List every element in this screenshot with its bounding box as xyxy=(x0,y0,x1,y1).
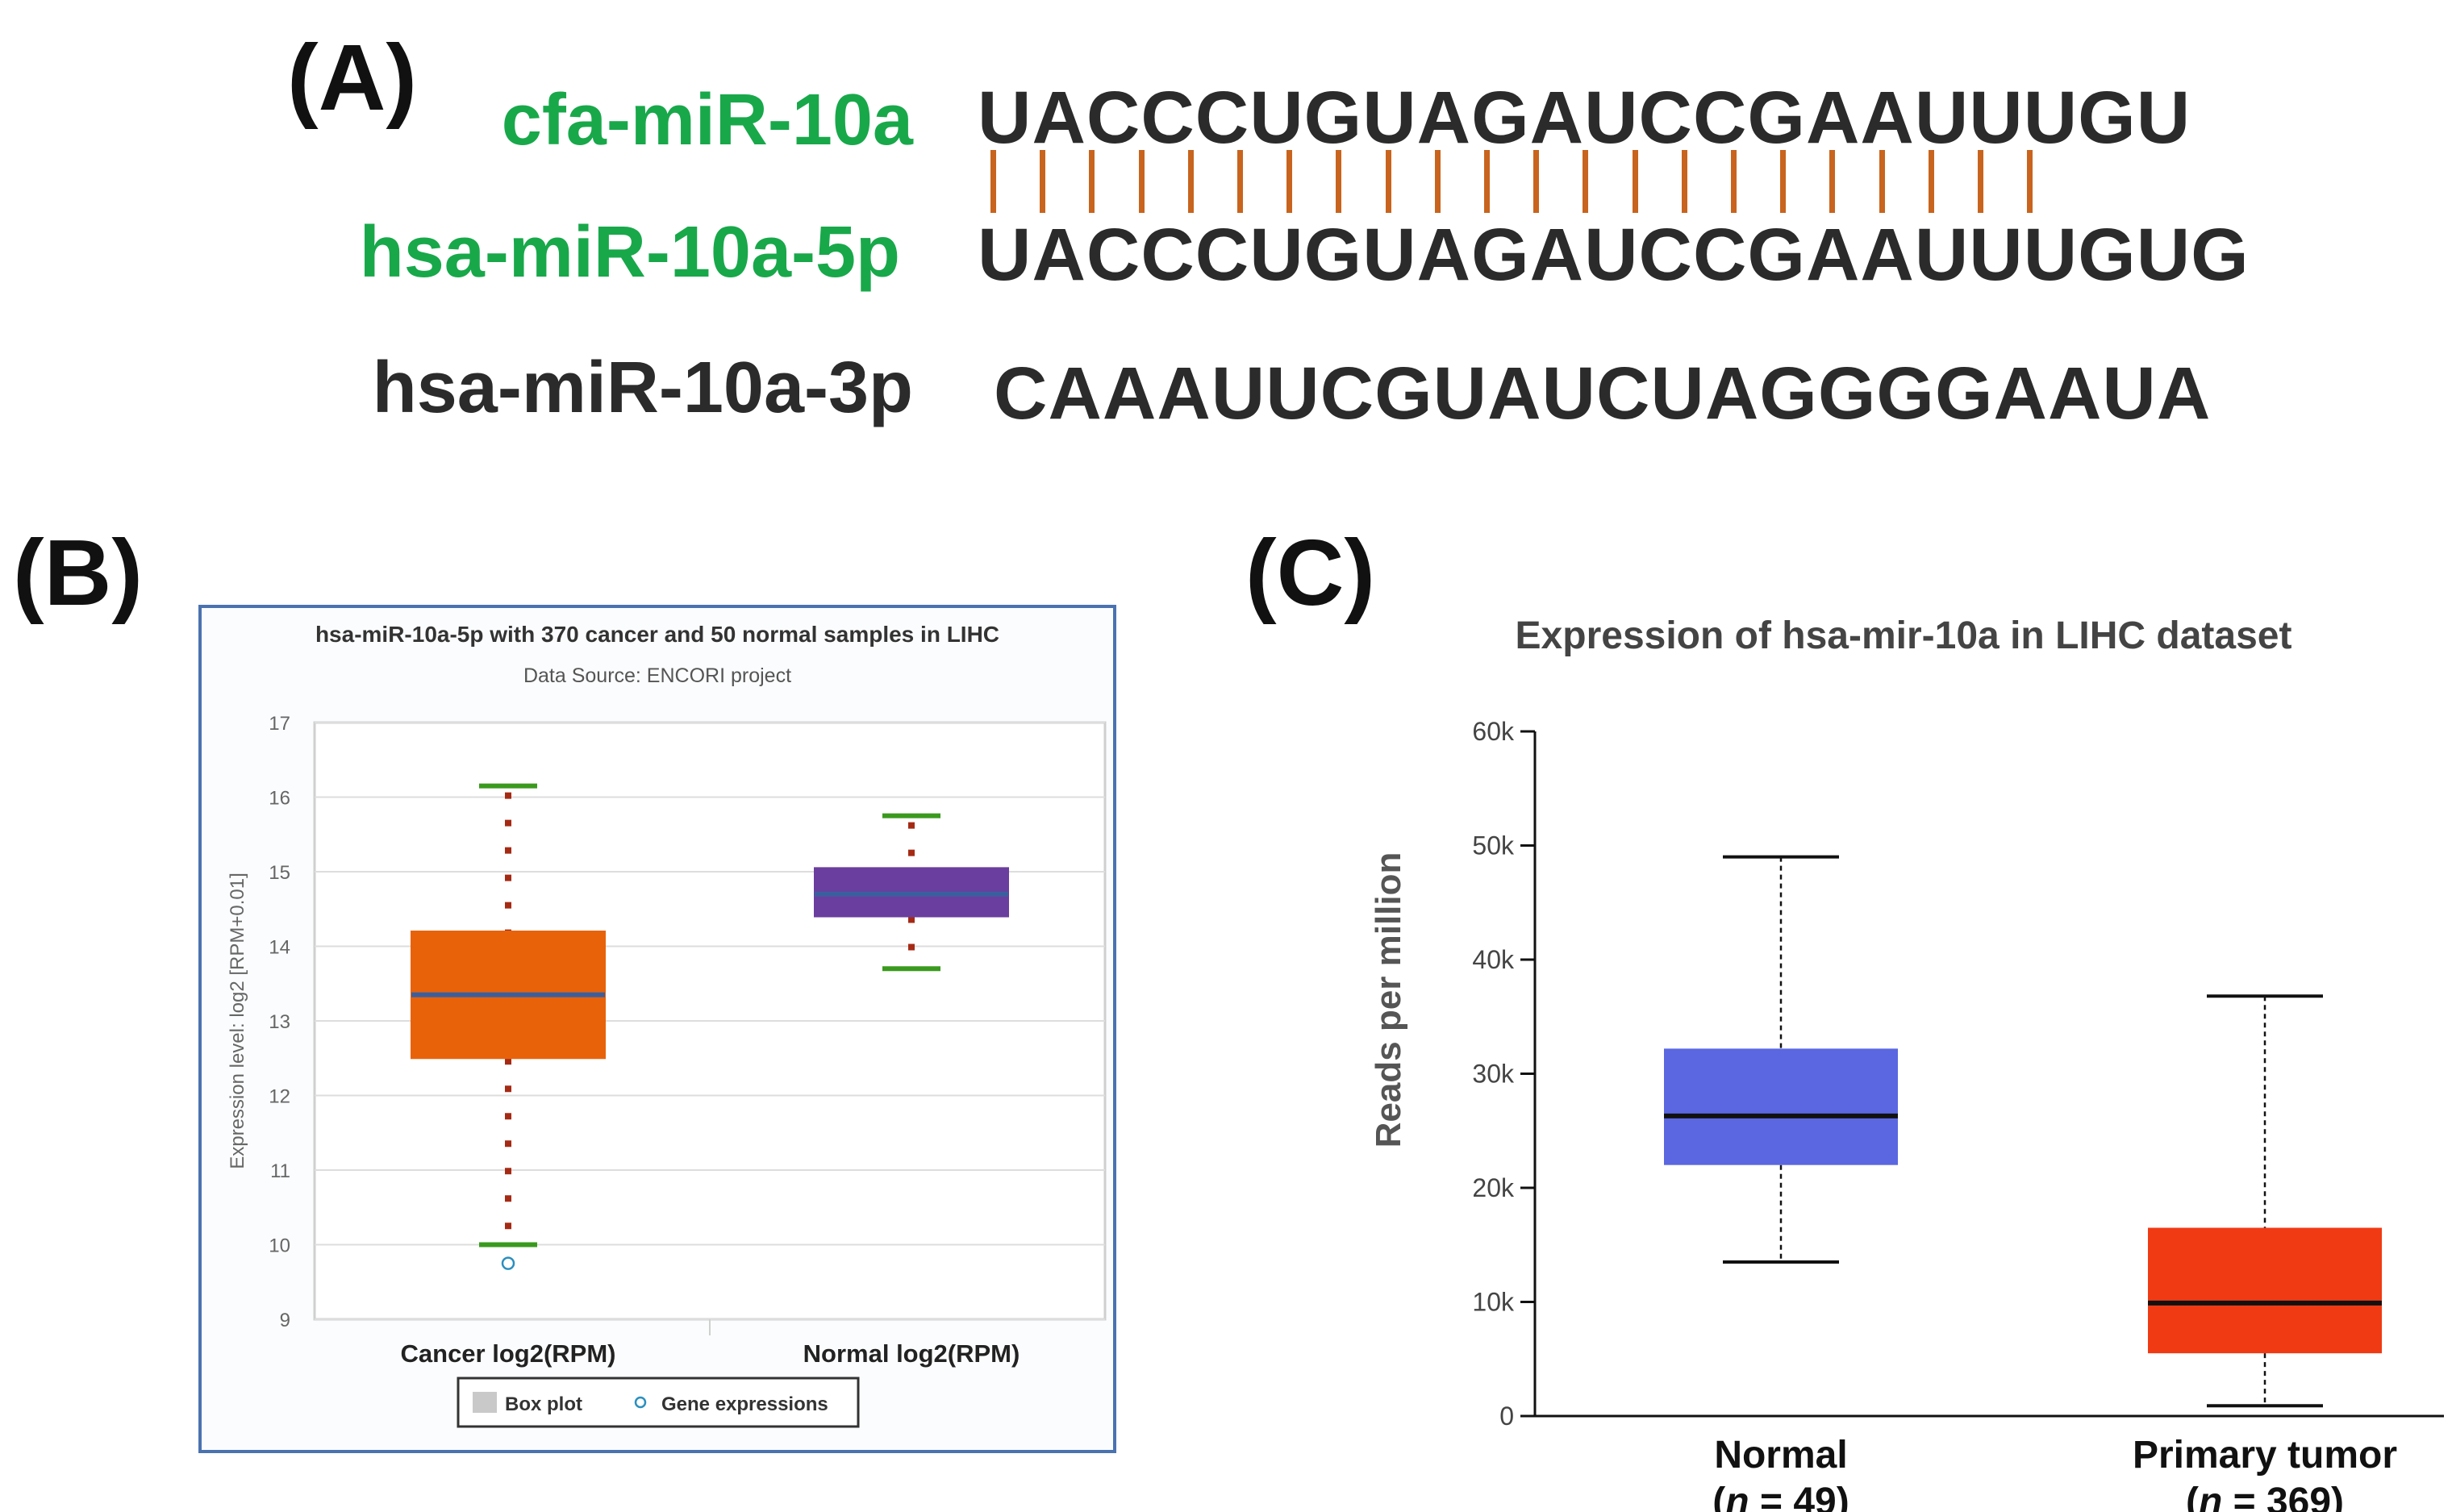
y-tick-label: 14 xyxy=(269,937,290,959)
outlier-point xyxy=(501,1256,515,1270)
base-pair-line xyxy=(1829,150,1836,213)
panel-c-box-plot: Expression of hsa-mir-10a in LIHC datase… xyxy=(1369,614,2444,1512)
seq-hsa-mir-10a-5p: UACCCUGUAGAUCCGAAUUUGUG xyxy=(978,214,2250,296)
base-pair-line xyxy=(1138,150,1145,213)
chart-b-subtitle: Data Source: ENCORI project xyxy=(523,664,791,687)
box xyxy=(2148,1227,2382,1354)
x-category-label: Primary tumor xyxy=(2133,1434,2397,1477)
x-category-label: Cancer log2(RPM) xyxy=(401,1339,616,1368)
panel-c-label: (C) xyxy=(1245,520,1376,625)
x-category-sample-size: (n = 49) xyxy=(1712,1481,1849,1512)
legend-box-plot: Box plot xyxy=(505,1393,582,1415)
seq-cfa-mir-10a: UACCCUGUAGAUCCGAAUUUGU xyxy=(978,77,2191,159)
box xyxy=(1664,1048,1898,1165)
y-tick-label: 12 xyxy=(269,1086,290,1108)
base-pair-line xyxy=(1533,150,1540,213)
base-pair-line xyxy=(1187,150,1194,213)
panel-b-label: (B) xyxy=(13,520,144,625)
y-tick-label: 9 xyxy=(280,1310,290,1331)
y-tick-label: 50k xyxy=(1472,831,1515,860)
base-pair-line xyxy=(1089,150,1095,213)
y-tick-label: 40k xyxy=(1472,945,1515,974)
seq-hsa-mir-10a-3p: CAAAUUCGUAUCUAGGGGAAUA xyxy=(994,352,2212,435)
x-category-label: Normal xyxy=(1714,1434,1847,1477)
y-tick-label: 60k xyxy=(1472,717,1515,746)
base-pair-line xyxy=(1583,150,1589,213)
chart-c-ylabel: Reads per million xyxy=(1369,852,1408,1148)
base-pair-line xyxy=(2027,150,2033,213)
y-tick-label: 17 xyxy=(269,713,290,735)
base-pair-line xyxy=(1632,150,1638,213)
base-pair-line xyxy=(1237,150,1243,213)
x-category-label: Normal log2(RPM) xyxy=(803,1339,1020,1368)
panel-b-box-plot: hsa-miR-10a-5p with 370 cancer and 50 no… xyxy=(227,622,1107,1428)
base-pair-line xyxy=(1286,150,1293,213)
base-pair-line xyxy=(1434,150,1441,213)
seq-name-hsa-mir-10a-5p: hsa-miR-10a-5p xyxy=(359,212,900,293)
base-pair-line xyxy=(990,150,996,213)
y-tick-label: 10 xyxy=(269,1235,290,1257)
y-tick-label: 13 xyxy=(269,1011,290,1033)
seq-name-hsa-mir-10a-3p: hsa-miR-10a-3p xyxy=(372,348,913,428)
base-pair-line xyxy=(1780,150,1787,213)
base-pair-line xyxy=(1928,150,1934,213)
base-pair-line xyxy=(1385,150,1391,213)
y-tick-label: 30k xyxy=(1472,1060,1515,1089)
base-pair-line xyxy=(1336,150,1342,213)
legend-gene-expressions: Gene expressions xyxy=(661,1393,828,1415)
y-tick-label: 10k xyxy=(1472,1288,1515,1317)
seq-name-cfa-mir-10a: cfa-miR-10a xyxy=(501,80,913,160)
panel-b-chart-frame: hsa-miR-10a-5p with 370 cancer and 50 no… xyxy=(198,605,1116,1453)
legend-gene-expressions-marker xyxy=(634,1396,647,1409)
y-tick-label: 16 xyxy=(269,788,290,810)
base-pair-line xyxy=(1681,150,1687,213)
chart-c-title: Expression of hsa-mir-10a in LIHC datase… xyxy=(1516,614,2292,657)
y-tick-label: 11 xyxy=(270,1160,290,1182)
chart-b-ylabel: Expression level: log2 [RPM+0.01] xyxy=(227,873,248,1169)
base-pair-line xyxy=(1731,150,1737,213)
base-pair-line xyxy=(1040,150,1046,213)
base-pair-line xyxy=(1879,150,1885,213)
chart-b-title: hsa-miR-10a-5p with 370 cancer and 50 no… xyxy=(315,622,999,647)
chart-b-legend: Box plot Gene expressions xyxy=(457,1377,860,1428)
x-category-sample-size: (n = 369) xyxy=(2186,1481,2344,1512)
y-tick-label: 0 xyxy=(1499,1402,1514,1431)
base-pair-line xyxy=(1484,150,1490,213)
base-pair-line xyxy=(1978,150,1983,213)
y-tick-label: 20k xyxy=(1472,1173,1515,1202)
panel-a-label: (A) xyxy=(287,25,418,130)
y-tick-label: 15 xyxy=(269,862,290,884)
legend-box-plot-swatch xyxy=(473,1392,497,1413)
